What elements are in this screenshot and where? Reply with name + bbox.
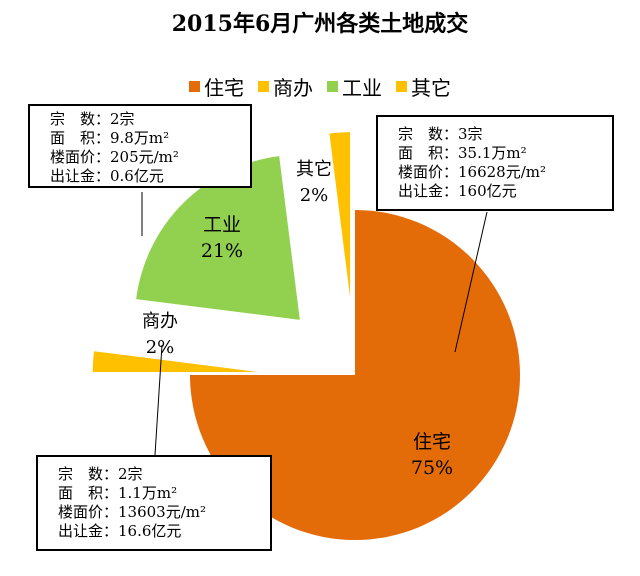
callout-line: 宗 数：2宗 (50, 110, 135, 128)
callout-line: 楼面价：13603元/m² (58, 503, 207, 521)
legend-label: 商办 (273, 76, 313, 100)
callout-line: 出让金：16.6亿元 (58, 522, 182, 540)
callout-line: 楼面价：16628元/m² (398, 163, 547, 181)
slice-commercial (92, 351, 258, 372)
legend-label: 住宅 (204, 76, 244, 100)
chart-title: 2015年6月广州各类土地成交 (171, 11, 469, 37)
leader-line-commercial (154, 344, 163, 456)
slice-residential (190, 210, 520, 540)
legend-swatch (189, 81, 200, 92)
callout-line: 宗 数：3宗 (398, 125, 483, 143)
callout-line: 面 积：35.1万m² (398, 144, 527, 162)
legend-swatch (327, 81, 338, 92)
slice-label-industrial: 工业 21% (200, 214, 244, 262)
legend-item-residential: 住宅 (189, 72, 244, 101)
slice-label-residential: 住宅 75% (410, 431, 454, 479)
callout-line: 楼面价：205元/m² (50, 148, 179, 166)
slice-other (329, 132, 351, 298)
callout-line: 宗 数：2宗 (58, 465, 143, 483)
legend-swatch (258, 81, 269, 92)
legend-item-commercial: 商办 (258, 72, 313, 101)
callout-residential: 宗 数：3宗 面 积：35.1万m² 楼面价：16628元/m² 出让金：160… (376, 115, 614, 211)
legend-item-industrial: 工业 (327, 72, 382, 101)
callout-line: 出让金：160亿元 (398, 182, 517, 200)
legend: 住宅 商办 工业 其它 (0, 72, 640, 101)
legend-item-other: 其它 (396, 72, 451, 101)
legend-swatch (396, 81, 407, 92)
callout-line: 面 积：1.1万m² (58, 484, 178, 502)
leader-line-residential (454, 211, 488, 353)
callout-line: 出让金：0.6亿元 (50, 167, 164, 185)
callout-industrial: 宗 数：2宗 面 积：9.8万m² 楼面价：205元/m² 出让金：0.6亿元 (28, 104, 252, 188)
legend-label: 其它 (411, 76, 451, 100)
slice-label-commercial: 商办 2% (142, 311, 178, 358)
legend-label: 工业 (342, 76, 382, 100)
slice-label-other: 其它 2% (296, 159, 332, 206)
callout-commercial: 宗 数：2宗 面 积：1.1万m² 楼面价：13603元/m² 出让金：16.6… (36, 455, 272, 551)
callout-line: 面 积：9.8万m² (50, 129, 170, 147)
slice-industrial (136, 156, 300, 320)
